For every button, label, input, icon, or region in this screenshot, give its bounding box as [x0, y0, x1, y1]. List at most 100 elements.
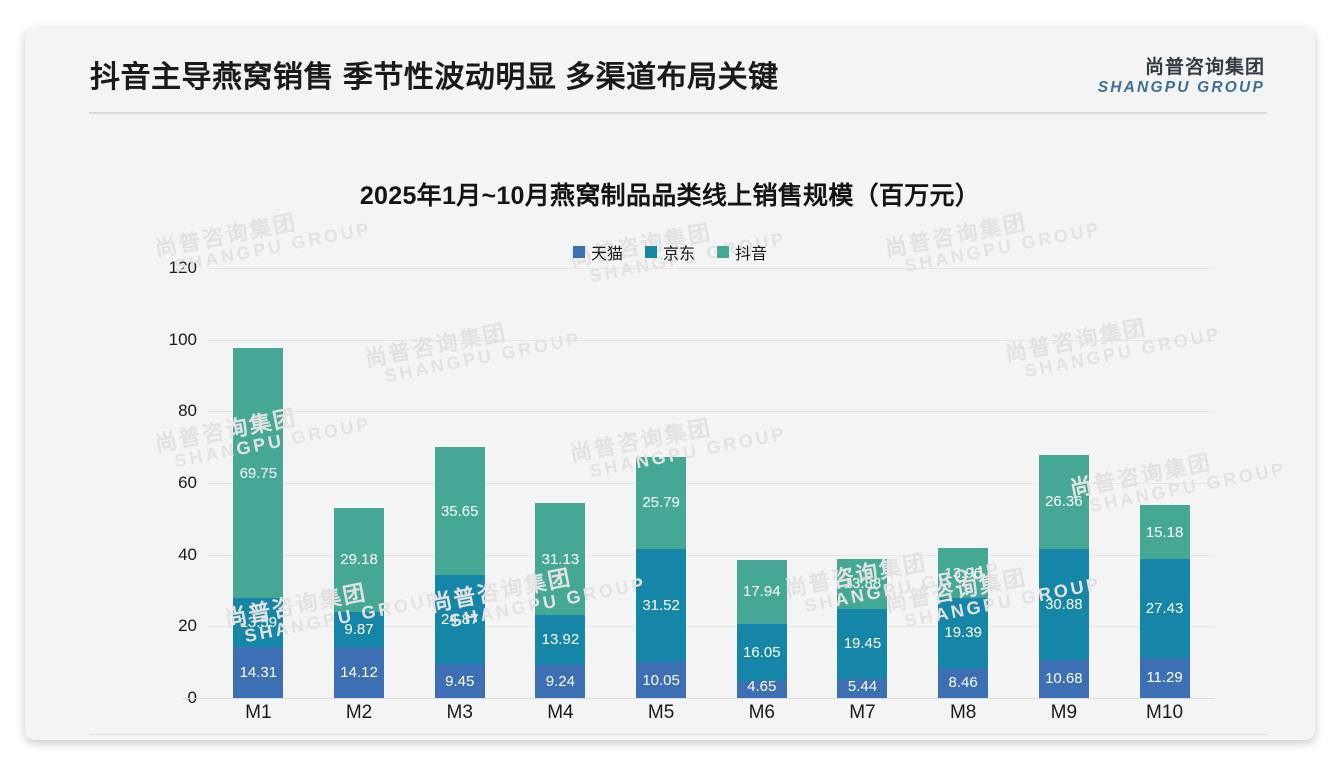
- y-axis-tick-label: 80: [178, 401, 197, 421]
- bar-column[interactable]: 9.45 24.87 35.65: [409, 268, 510, 698]
- x-axis-label: M7: [849, 702, 876, 723]
- bar-value-label: 17.94: [743, 583, 781, 601]
- bar-segment-天猫[interactable]: 14.12: [334, 647, 385, 698]
- legend-item-2[interactable]: 抖音: [717, 240, 767, 264]
- bar-segment-抖音[interactable]: 69.75: [233, 348, 284, 599]
- bar-segment-天猫[interactable]: 11.29: [1139, 657, 1190, 698]
- bar-segment-抖音[interactable]: 17.94: [736, 559, 787, 624]
- gridline: [208, 483, 1215, 484]
- bar-value-label: 9.87: [344, 621, 374, 639]
- bar-segment-抖音[interactable]: 25.79: [636, 456, 687, 550]
- gridline: [208, 339, 1215, 341]
- y-axis-tick-label: 40: [178, 544, 197, 564]
- bar-value-label: 13.96: [944, 564, 982, 582]
- bar-segment-抖音[interactable]: 26.36: [1038, 454, 1089, 550]
- bar-segment-京东[interactable]: 16.05: [736, 623, 787, 682]
- bar-column[interactable]: 8.46 19.39 13.96: [913, 268, 1014, 698]
- bar-segment-天猫[interactable]: 14.31: [233, 646, 284, 698]
- x-axis-label: M8: [949, 702, 977, 723]
- bar-value-label: 27.43: [1145, 599, 1184, 617]
- bar-value-label: 29.18: [340, 551, 378, 569]
- x-axis-label: M1: [245, 702, 272, 723]
- bar-segment-抖音[interactable]: 13.88: [837, 559, 888, 609]
- bar-value-label: 9.24: [545, 672, 575, 690]
- x-axis-label: M3: [446, 702, 473, 723]
- legend-label: 京东: [662, 246, 695, 263]
- bar-segment-抖音[interactable]: 13.96: [938, 548, 989, 599]
- legend-item-0[interactable]: 天猫: [572, 240, 623, 264]
- bar-stack: 14.31 13.59 69.75: [233, 348, 284, 698]
- x-axis-label: M2: [345, 702, 373, 723]
- legend-swatch-icon: [572, 246, 585, 258]
- bar-column[interactable]: 14.31 13.59 69.75: [208, 268, 309, 698]
- bar-column[interactable]: 14.12 9.87 29.18: [309, 268, 410, 698]
- bar-stack: 10.68 30.88 26.36: [1038, 454, 1089, 698]
- bar-column[interactable]: 4.65 16.05 17.94: [711, 268, 812, 698]
- bar-segment-天猫[interactable]: 10.05: [636, 662, 687, 698]
- bar-value-label: 26.36: [1045, 493, 1083, 511]
- bar-segment-天猫[interactable]: 10.68: [1038, 659, 1089, 698]
- bar-segment-京东[interactable]: 13.59: [233, 598, 284, 647]
- bar-value-label: 13.59: [239, 613, 278, 631]
- bar-stack: 8.46 19.39 13.96: [938, 548, 989, 698]
- legend-label: 抖音: [735, 246, 768, 263]
- legend-label: 天猫: [590, 246, 623, 263]
- bar-segment-京东[interactable]: 19.39: [938, 598, 989, 668]
- bar-segment-天猫[interactable]: 4.65: [736, 678, 787, 698]
- bar-value-label: 19.45: [843, 635, 882, 653]
- bar-column[interactable]: 11.29 27.43 15.18: [1114, 268, 1215, 698]
- legend-item-1[interactable]: 京东: [644, 240, 695, 264]
- x-axis-labels: M1 M2 M3 M4 M5 M6 M7 M8 M9 M10: [208, 702, 1215, 724]
- bar-value-label: 30.88: [1045, 595, 1083, 613]
- bar-stack: 14.12 9.87 29.18: [334, 507, 385, 698]
- bar-value-label: 5.44: [847, 678, 878, 695]
- bar-segment-抖音[interactable]: 31.13: [535, 503, 586, 616]
- bar-segment-京东[interactable]: 13.92: [535, 615, 586, 665]
- bar-segment-京东[interactable]: 9.87: [334, 612, 385, 648]
- bar-column[interactable]: 5.44 19.45 13.88: [812, 268, 913, 698]
- x-axis-label: M4: [547, 702, 574, 723]
- y-axis-tick-label: 120: [168, 258, 197, 277]
- bar-segment-京东[interactable]: 30.88: [1038, 549, 1089, 660]
- x-axis-line: [183, 698, 1215, 699]
- bar-value-label: 10.68: [1045, 670, 1083, 688]
- chart-legend: 天猫 京东 抖音: [25, 240, 1315, 264]
- bar-value-label: 11.29: [1146, 669, 1183, 687]
- bar-value-label: 13.88: [843, 575, 882, 593]
- bar-stack: 9.24 13.92 31.13: [535, 503, 586, 698]
- x-axis-label: M9: [1050, 702, 1078, 723]
- bar-segment-抖音[interactable]: 35.65: [434, 447, 485, 576]
- bar-group: 14.31 13.59 69.75 14.12 9.87 29.18 9.45 24.87 35…: [208, 268, 1215, 698]
- bar-stack: 9.45 24.87 35.65: [434, 447, 485, 698]
- x-axis-label: M10: [1146, 702, 1184, 723]
- bar-column[interactable]: 10.68 30.88 26.36: [1014, 268, 1115, 698]
- bar-segment-京东[interactable]: 24.87: [434, 575, 485, 665]
- page-title: 抖音主导燕窝销售 季节性波动明显 多渠道布局关键: [90, 61, 779, 94]
- bar-segment-天猫[interactable]: 8.46: [938, 667, 989, 698]
- y-axis-tick-label: 0: [131, 688, 197, 708]
- bar-value-label: 4.65: [747, 678, 777, 696]
- bar-segment-天猫[interactable]: 9.45: [434, 664, 485, 698]
- bar-value-label: 13.92: [541, 631, 580, 649]
- bar-stack: 11.29 27.43 15.18: [1139, 504, 1190, 698]
- bar-value-label: 14.31: [239, 663, 278, 681]
- bar-segment-天猫[interactable]: 9.24: [535, 664, 586, 698]
- bar-segment-京东[interactable]: 27.43: [1139, 559, 1190, 658]
- bar-value-label: 69.75: [239, 464, 278, 482]
- logo-english-text: SHANGPU GROUP: [1097, 78, 1265, 96]
- bar-column[interactable]: 9.24 13.92 31.13: [510, 268, 611, 698]
- bar-column[interactable]: 10.05 31.52 25.79: [611, 268, 712, 698]
- bar-value-label: 14.12: [340, 664, 378, 682]
- bar-value-label: 16.05: [743, 644, 781, 662]
- bar-value-label: 15.18: [1145, 523, 1184, 541]
- bar-value-label: 35.65: [440, 502, 479, 520]
- header: 抖音主导燕窝销售 季节性波动明显 多渠道布局关键 尚普咨询集团 SHANGPU …: [25, 28, 1315, 114]
- brand-logo: 尚普咨询集团 SHANGPU GROUP: [1098, 58, 1265, 96]
- bar-stack: 10.05 31.52 25.79: [636, 456, 687, 698]
- bar-segment-天猫[interactable]: 5.44: [837, 678, 888, 698]
- bar-segment-抖音[interactable]: 15.18: [1139, 504, 1190, 560]
- bar-segment-抖音[interactable]: 29.18: [334, 507, 385, 613]
- chart-plot-area: 020406080100120 14.3113.5969.7514.129.87…: [169, 258, 1215, 707]
- bar-segment-京东[interactable]: 31.52: [636, 549, 687, 662]
- bar-segment-京东[interactable]: 19.45: [837, 608, 888, 679]
